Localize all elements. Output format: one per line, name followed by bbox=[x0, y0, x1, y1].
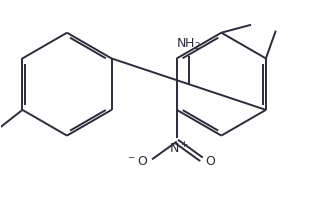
Text: N$^+$: N$^+$ bbox=[169, 141, 189, 157]
Text: NH$_2$: NH$_2$ bbox=[176, 37, 201, 52]
Text: O: O bbox=[205, 155, 215, 168]
Text: $^-$O: $^-$O bbox=[126, 155, 148, 168]
